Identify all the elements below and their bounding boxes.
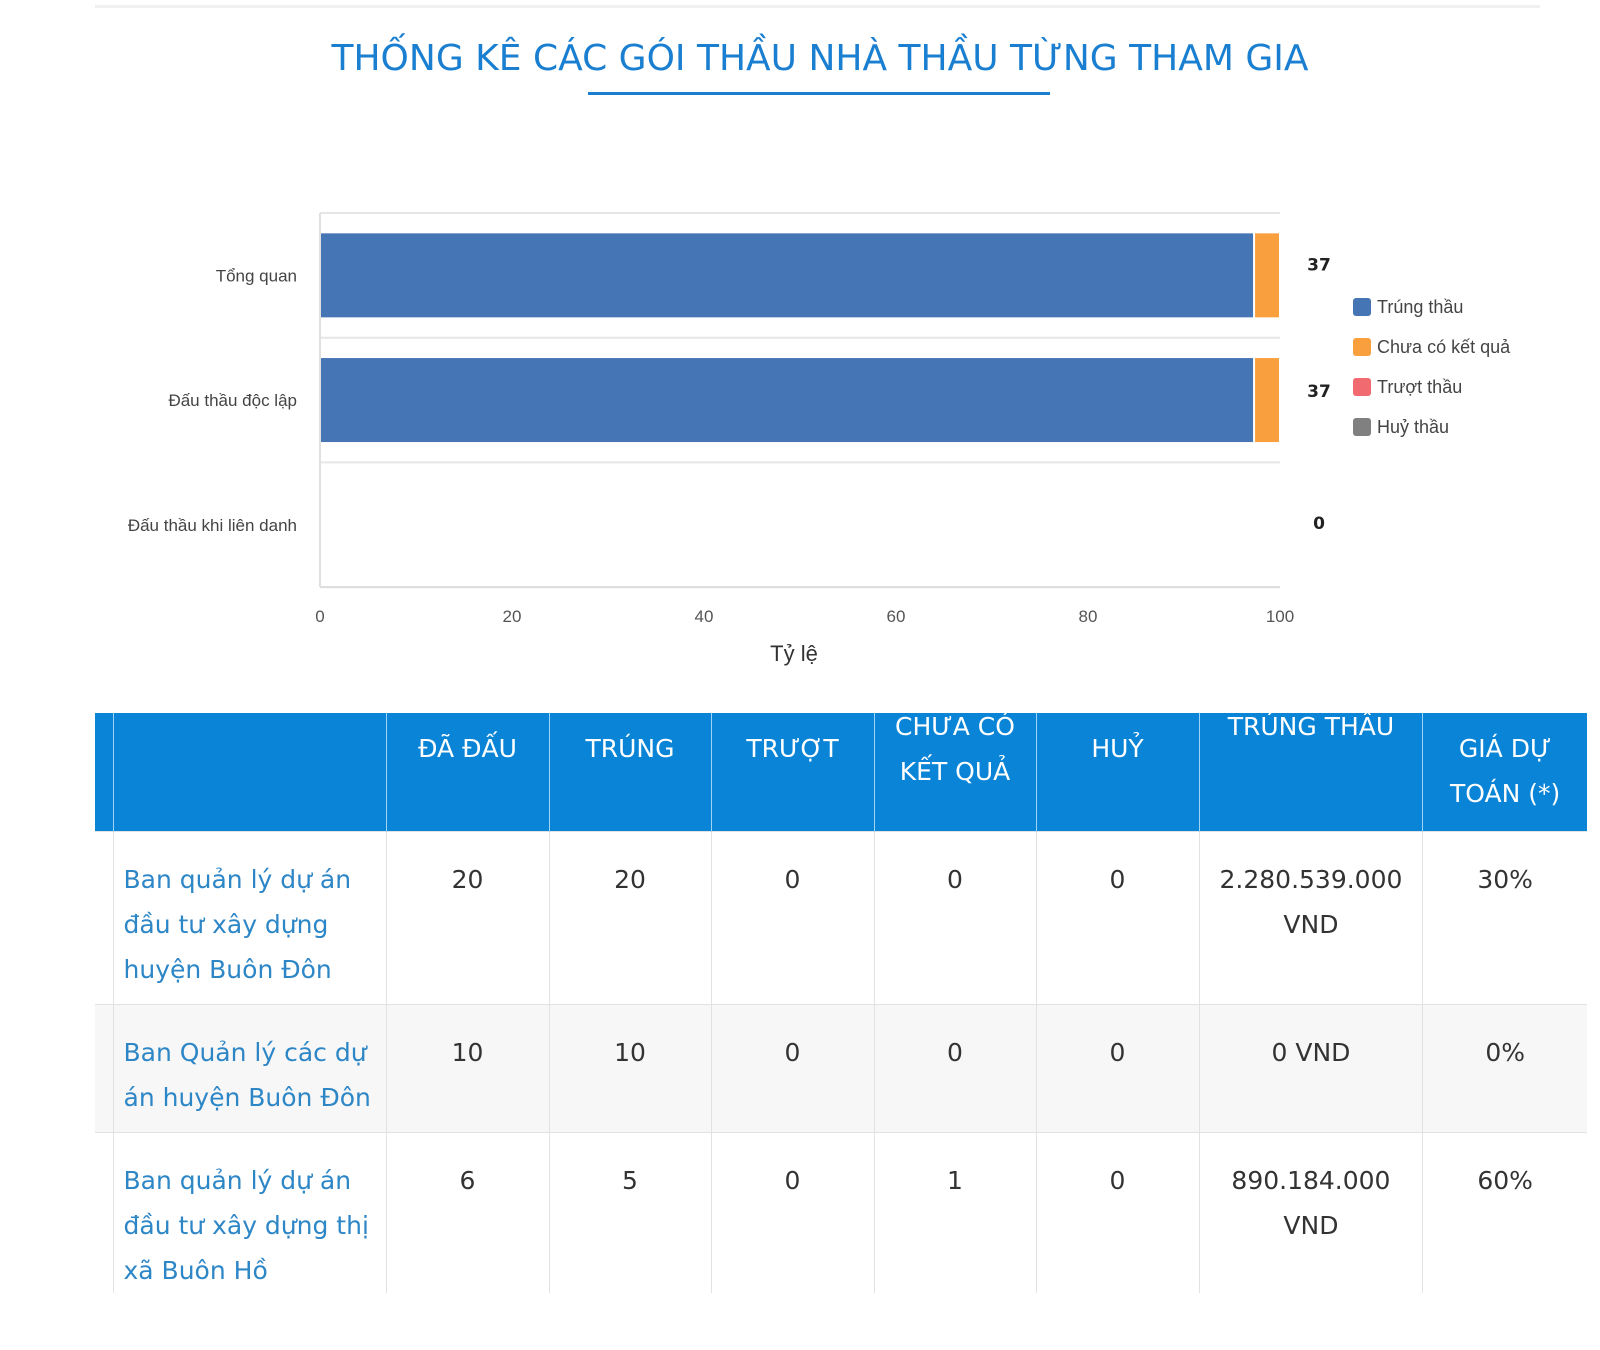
organization-link[interactable]: Ban quản lý dự án đầu tư xây dựng thị xã… — [112, 1132, 386, 1293]
x-tick-label: 40 — [695, 607, 714, 626]
x-axis-title: Tỷ lệ — [770, 641, 818, 666]
table-cell: 0% — [1422, 1004, 1587, 1133]
table-cell: 10 — [385, 1004, 549, 1133]
bar-segment-1 — [1255, 233, 1279, 318]
table-cell: 10 — [548, 1004, 711, 1133]
header-huy: HUỶ — [1035, 713, 1199, 832]
legend-item[interactable]: Chưa có kết quả — [1353, 327, 1510, 367]
category-label: Tổng quan — [216, 266, 297, 285]
category-label: Đấu thầu độc lập — [168, 391, 297, 410]
table-cell: 890.184.000 VND — [1198, 1132, 1423, 1293]
x-tick-label: 80 — [1079, 607, 1098, 626]
organization-link[interactable]: Ban quản lý dự án đầu tư xây dựng huyện … — [112, 831, 386, 1005]
table-cell: 0 — [710, 1132, 874, 1293]
top-divider — [95, 5, 1540, 8]
total-label: 37 — [1307, 382, 1331, 402]
table-header-row: ĐÃ ĐẤU TRÚNG TRƯỢT CHƯA CÓ KẾT QUẢ HUỶ TR… — [95, 713, 1587, 832]
table-cell: 6 — [385, 1132, 549, 1293]
chart-legend: Trúng thầu Chưa có kết quả Trượt thầu Huỷ t… — [1353, 287, 1510, 447]
title-underline — [588, 92, 1050, 95]
table-cell: 1 — [873, 1132, 1036, 1293]
legend-item[interactable]: Trượt thầu — [1353, 367, 1510, 407]
legend-swatch — [1353, 338, 1371, 356]
legend-swatch — [1353, 298, 1371, 316]
header-trung-thau: TRÚNG THẦU — [1198, 713, 1423, 832]
table-cell: 0 — [1035, 831, 1199, 1005]
total-label: 37 — [1307, 255, 1331, 275]
bar-segment-1 — [1255, 358, 1279, 443]
legend-swatch — [1353, 378, 1371, 396]
table-cell: 0 — [710, 831, 874, 1005]
row-strip — [95, 831, 113, 1005]
table-cell: 20 — [385, 831, 549, 1005]
header-name — [112, 713, 386, 832]
organization-link[interactable]: Ban Quản lý các dự án huyện Buôn Đôn — [112, 1004, 386, 1133]
x-tick-label: 60 — [887, 607, 906, 626]
header-gia-du-toan: GIÁ DỰ TOÁN (*) — [1422, 713, 1587, 832]
legend-item[interactable]: Trúng thầu — [1353, 287, 1510, 327]
row-strip — [95, 1132, 113, 1293]
table-cell: 0 — [1035, 1132, 1199, 1293]
table-cell: 30% — [1422, 831, 1587, 1005]
legend-swatch — [1353, 418, 1371, 436]
legend-label: Trượt thầu — [1377, 376, 1463, 397]
table-cell: 0 — [1035, 1004, 1199, 1133]
legend-label: Huỷ thầu — [1377, 416, 1450, 437]
table-row: Ban quản lý dự án đầu tư xây dựng thị xã… — [95, 1132, 1587, 1293]
table-row: Ban quản lý dự án đầu tư xây dựng huyện … — [95, 831, 1587, 1005]
table-cell: 0 VND — [1198, 1004, 1423, 1133]
total-label: 0 — [1313, 514, 1325, 534]
x-tick-label: 20 — [503, 607, 522, 626]
row-strip — [95, 1004, 113, 1133]
table-cell: 2.280.539.000 VND — [1198, 831, 1423, 1005]
legend-label: Trúng thầu — [1377, 296, 1464, 317]
table-cell: 60% — [1422, 1132, 1587, 1293]
stats-table: ĐÃ ĐẤU TRÚNG TRƯỢT CHƯA CÓ KẾT QUẢ HUỶ TR… — [95, 713, 1587, 1293]
header-trung: TRÚNG — [548, 713, 711, 832]
table-cell: 0 — [873, 1004, 1036, 1133]
x-tick-label: 100 — [1266, 607, 1294, 626]
header-da-dau: ĐÃ ĐẤU — [385, 713, 549, 832]
table-cell: 5 — [548, 1132, 711, 1293]
stacked-bar-chart: Tổng quan 37 Đấu thầu độc lập 37 Đấu thầu kh… — [128, 212, 1331, 666]
legend-item[interactable]: Huỷ thầu — [1353, 407, 1510, 447]
bar-segment-0 — [321, 358, 1254, 443]
header-truot: TRƯỢT — [710, 713, 874, 832]
header-chua-co-ket-qua: CHƯA CÓ KẾT QUẢ — [873, 713, 1036, 832]
table-cell: 0 — [710, 1004, 874, 1133]
x-tick-label: 0 — [315, 607, 324, 626]
table-cell: 20 — [548, 831, 711, 1005]
legend-label: Chưa có kết quả — [1377, 336, 1511, 357]
page-title: THỐNG KÊ CÁC GÓI THẦU NHÀ THẦU TỪNG THAM… — [331, 38, 1309, 79]
header-strip — [95, 713, 113, 832]
bar-segment-0 — [321, 233, 1254, 318]
category-label: Đấu thầu khi liên danh — [128, 516, 297, 535]
table-row: Ban Quản lý các dự án huyện Buôn Đôn 10 10… — [95, 1004, 1587, 1133]
table-cell: 0 — [873, 831, 1036, 1005]
